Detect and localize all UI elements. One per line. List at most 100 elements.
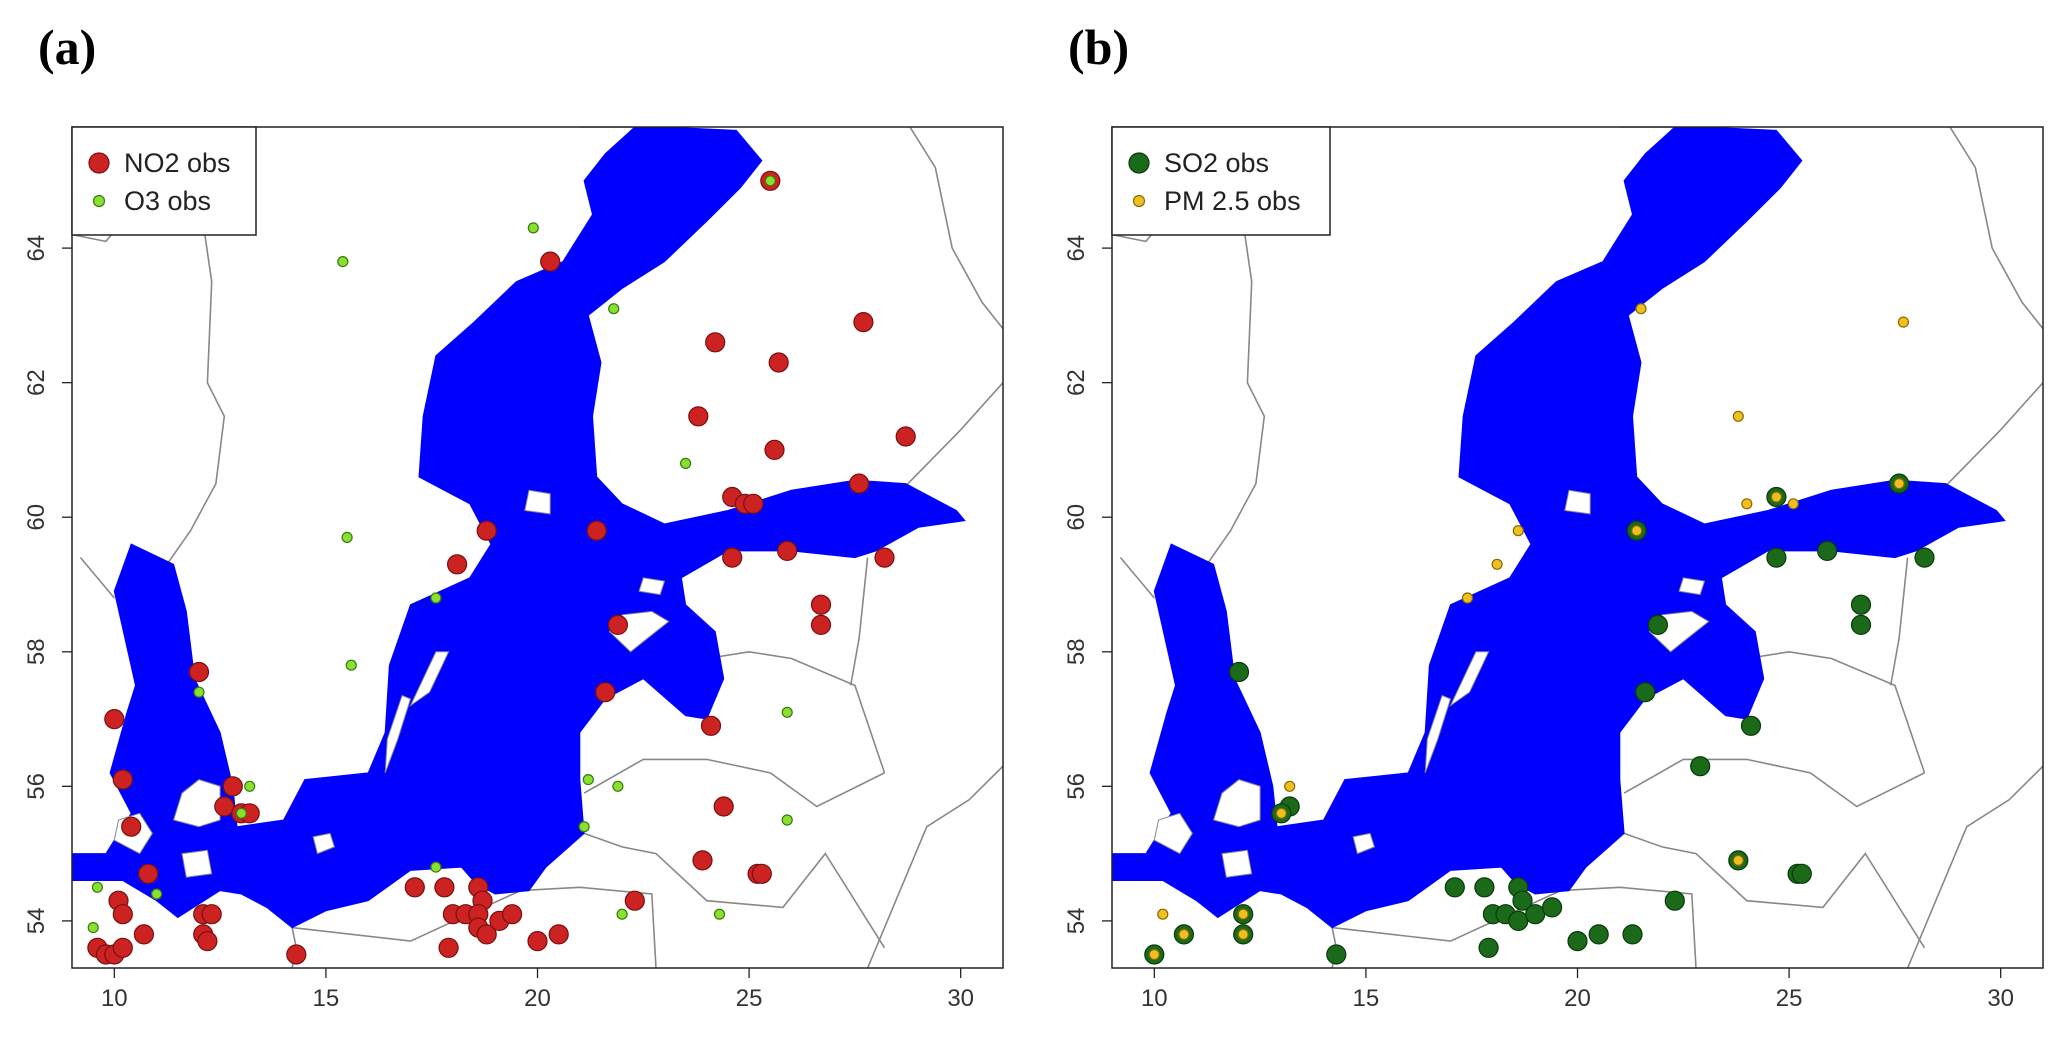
baltic-sea xyxy=(1112,127,2006,929)
island xyxy=(1424,694,1452,774)
obs-point xyxy=(1508,910,1529,932)
x-tick-label: 25 xyxy=(1776,985,1803,1012)
x-tick-label: 10 xyxy=(101,985,128,1012)
obs-point xyxy=(112,769,133,790)
island xyxy=(172,779,221,828)
y-tick-label: 58 xyxy=(1063,638,1090,665)
obs-point xyxy=(434,877,455,898)
obs-point xyxy=(1491,558,1503,570)
series-b-1 xyxy=(1148,303,1910,961)
obs-point xyxy=(764,439,785,460)
y-tick-label: 64 xyxy=(1063,235,1090,262)
obs-point xyxy=(1635,303,1647,315)
y-tick-label: 62 xyxy=(23,369,50,396)
obs-point xyxy=(438,937,459,958)
obs-point xyxy=(612,780,624,792)
obs-point xyxy=(540,251,561,272)
obs-point xyxy=(853,312,874,333)
obs-point xyxy=(527,930,548,952)
obs-point xyxy=(895,426,916,447)
obs-point xyxy=(1237,908,1249,920)
x-tick-label: 15 xyxy=(313,985,340,1012)
obs-point xyxy=(1237,928,1249,941)
obs-point xyxy=(1893,478,1905,490)
obs-point xyxy=(447,554,468,575)
obs-point xyxy=(1787,498,1799,510)
obs-point xyxy=(286,944,307,965)
obs-point xyxy=(337,256,349,268)
obs-point xyxy=(781,814,793,826)
obs-point xyxy=(91,881,104,893)
obs-point xyxy=(1284,780,1296,792)
obs-point xyxy=(713,908,726,920)
y-tick-label: 56 xyxy=(23,773,50,800)
obs-point xyxy=(1690,756,1711,777)
obs-point xyxy=(1770,491,1783,503)
country-border xyxy=(866,765,1003,968)
obs-point xyxy=(1567,930,1588,952)
map-layer xyxy=(72,127,1003,968)
y-tick-label: 60 xyxy=(23,504,50,531)
island xyxy=(1352,832,1376,855)
obs-point xyxy=(1588,924,1609,945)
obs-point xyxy=(1148,948,1160,961)
obs-point xyxy=(1228,661,1250,683)
obs-point xyxy=(430,861,442,873)
obs-point xyxy=(1741,498,1753,510)
obs-point xyxy=(607,614,629,636)
island xyxy=(1221,849,1253,878)
obs-point xyxy=(1817,540,1838,562)
country-border xyxy=(909,127,1003,330)
y-tick-label: 56 xyxy=(1063,773,1090,800)
obs-point xyxy=(1635,682,1656,703)
obs-point xyxy=(1766,547,1787,568)
island xyxy=(638,577,666,596)
obs-point xyxy=(1850,594,1872,615)
obs-point xyxy=(616,908,628,920)
y-tick-label: 60 xyxy=(1063,504,1090,531)
country-border xyxy=(706,650,886,774)
country-border xyxy=(1949,127,2043,330)
obs-point xyxy=(810,614,832,636)
obs-point xyxy=(1740,715,1762,736)
obs-point xyxy=(197,930,218,952)
obs-point xyxy=(582,773,594,786)
y-tick-label: 58 xyxy=(23,638,50,665)
island xyxy=(1212,779,1261,828)
country-border xyxy=(1623,758,1925,808)
island xyxy=(1678,577,1706,596)
obs-point xyxy=(1461,592,1474,604)
map-layer xyxy=(1112,127,2043,968)
obs-point xyxy=(151,888,163,900)
obs-point xyxy=(608,303,620,315)
obs-point xyxy=(188,661,210,683)
x-tick-label: 10 xyxy=(1141,985,1168,1012)
obs-point xyxy=(874,547,895,568)
country-border xyxy=(1119,557,1155,599)
country-border xyxy=(520,886,657,968)
obs-point xyxy=(138,863,159,884)
obs-point xyxy=(404,877,425,898)
legend-label: SO2 obs xyxy=(1164,148,1269,178)
obs-point xyxy=(1850,614,1872,636)
island xyxy=(1449,651,1490,708)
obs-point xyxy=(1474,877,1495,898)
legend-label: NO2 obs xyxy=(124,148,231,178)
country-border xyxy=(1889,557,1909,686)
obs-point xyxy=(133,924,154,945)
obs-point xyxy=(548,924,569,945)
obs-point xyxy=(1512,525,1524,537)
obs-point xyxy=(848,473,870,494)
obs-point xyxy=(527,222,539,234)
obs-point xyxy=(722,547,743,568)
obs-point xyxy=(595,682,616,703)
x-tick-label: 20 xyxy=(524,985,551,1012)
obs-point xyxy=(768,352,789,373)
obs-point xyxy=(679,457,692,469)
legend-marker xyxy=(88,152,110,174)
obs-point xyxy=(1647,614,1669,636)
country-border xyxy=(1623,832,1926,949)
obs-point xyxy=(1478,937,1499,958)
obs-point xyxy=(688,406,709,427)
obs-point xyxy=(1631,525,1643,537)
